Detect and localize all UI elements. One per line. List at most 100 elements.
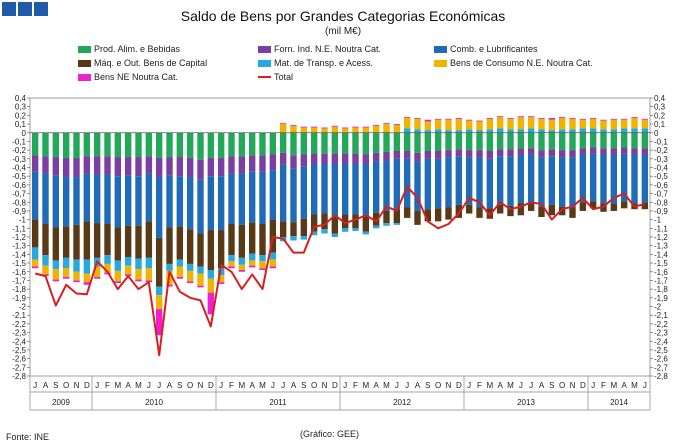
bar-segment: [424, 150, 432, 159]
bar-segment: [486, 150, 494, 159]
y-tick-label-right: -0,5: [654, 172, 668, 181]
bar-segment: [228, 223, 235, 256]
bar-segment: [310, 127, 318, 133]
bar-segment: [300, 166, 308, 219]
y-tick-label-left: -2: [19, 303, 27, 312]
logo-square-2: [18, 2, 32, 16]
bar-segment: [238, 156, 246, 174]
bar-segment: [538, 117, 545, 119]
bar-segment: [104, 272, 111, 275]
bar-segment: [114, 281, 122, 284]
bar-segment: [42, 274, 49, 277]
bar-segment: [620, 153, 628, 202]
legend-label: Prod. Alim. e Bebidas: [94, 44, 181, 54]
bar-segment: [176, 259, 184, 267]
bar-segment: [610, 119, 618, 130]
bar-segment: [445, 157, 452, 208]
bar-segment: [155, 309, 163, 336]
bar-segment: [259, 268, 266, 271]
bar-segment: [579, 128, 587, 133]
bar-segment: [455, 117, 463, 119]
bar-segment: [31, 132, 39, 156]
x-month-label: J: [529, 381, 533, 390]
bar-segment: [445, 207, 452, 220]
x-month-label: S: [53, 381, 58, 390]
bar-segment: [372, 212, 380, 226]
bar-segment: [558, 206, 566, 216]
bar-segment: [217, 275, 225, 283]
y-tick-label-right: -2,2: [654, 320, 668, 329]
bar-segment: [641, 154, 649, 203]
bar-segment: [579, 154, 587, 203]
bar-segment: [279, 123, 287, 125]
bar-segment: [93, 276, 101, 279]
bar-segment: [538, 129, 545, 133]
bar-segment: [62, 226, 70, 258]
bar-segment: [186, 270, 194, 282]
bar-segment: [403, 128, 411, 133]
x-month-label: N: [198, 381, 204, 390]
legend-label: Forn. Ind. N.E. Noutra Cat.: [274, 44, 382, 54]
bar-segment: [62, 132, 70, 158]
bar-segment: [455, 132, 463, 150]
bar-segment: [486, 132, 494, 151]
x-month-label: J: [281, 381, 285, 390]
bar-segment: [372, 124, 380, 126]
bar-segment: [558, 117, 566, 118]
x-month-label: A: [291, 381, 297, 390]
bar-segment: [352, 132, 359, 154]
bar-segment: [228, 261, 235, 267]
bar-segment: [455, 149, 463, 157]
y-tick-label-right: 0,3: [654, 103, 666, 112]
bar-segment: [279, 237, 287, 242]
bar-segment: [321, 229, 328, 234]
bar-segment: [507, 132, 514, 150]
bar-segment: [93, 223, 101, 258]
bar-segment: [414, 129, 421, 133]
x-month-label: J: [395, 381, 399, 390]
logo-square-3: [34, 2, 48, 16]
bar-segment: [341, 153, 349, 165]
bar-segment: [83, 282, 91, 285]
bar-segment: [434, 132, 442, 151]
bar-segment: [155, 157, 163, 178]
y-tick-label-right: -1: [654, 216, 662, 225]
bar-segment: [42, 255, 49, 266]
x-month-label: A: [167, 381, 173, 390]
bar-segment: [403, 132, 411, 151]
bar-segment: [321, 127, 328, 129]
bar-segment: [507, 118, 514, 130]
bar-segment: [527, 128, 535, 133]
y-tick-label-right: -1,1: [654, 224, 668, 233]
bar-segment: [135, 132, 142, 158]
bar-segment: [248, 265, 256, 268]
bar-segment: [31, 171, 39, 220]
bar-segment: [434, 158, 442, 209]
x-month-label: O: [63, 381, 69, 390]
bar-segment: [114, 227, 122, 261]
bar-segment: [424, 209, 432, 222]
bar-segment: [527, 202, 535, 211]
bar-segment: [517, 203, 525, 216]
bar-segment: [631, 128, 638, 133]
bar-segment: [186, 132, 194, 158]
bar-segment: [589, 132, 597, 148]
bar-segment: [465, 150, 473, 158]
bar-segment: [600, 148, 607, 155]
bar-segment: [207, 278, 215, 293]
x-month-label: M: [238, 381, 245, 390]
x-month-label: N: [322, 381, 328, 390]
bar-segment: [207, 230, 215, 271]
y-tick-label-left: -2,2: [12, 320, 26, 329]
bar-segment: [579, 148, 587, 155]
bar-segment: [290, 155, 297, 169]
y-tick-label-right: -0,7: [654, 190, 668, 199]
bar-segment: [73, 157, 80, 178]
bar-segment: [259, 223, 266, 256]
bar-segment: [62, 276, 70, 279]
bar-segment: [579, 202, 587, 211]
bar-segment: [248, 222, 256, 254]
bar-segment: [486, 117, 494, 119]
bar-segment: [600, 120, 607, 130]
bar-segment: [269, 154, 277, 171]
